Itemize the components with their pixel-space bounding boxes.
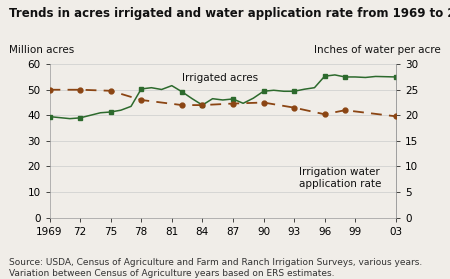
Text: Trends in acres irrigated and water application rate from 1969 to 2003: Trends in acres irrigated and water appl… (9, 7, 450, 20)
Text: Irrigation water
application rate: Irrigation water application rate (299, 167, 382, 189)
Text: Million acres: Million acres (9, 45, 74, 55)
Text: Inches of water per acre: Inches of water per acre (314, 45, 441, 55)
Text: Irrigated acres: Irrigated acres (182, 73, 258, 83)
Text: Source: USDA, Census of Agriculture and Farm and Ranch Irrigation Surveys, vario: Source: USDA, Census of Agriculture and … (9, 258, 422, 278)
